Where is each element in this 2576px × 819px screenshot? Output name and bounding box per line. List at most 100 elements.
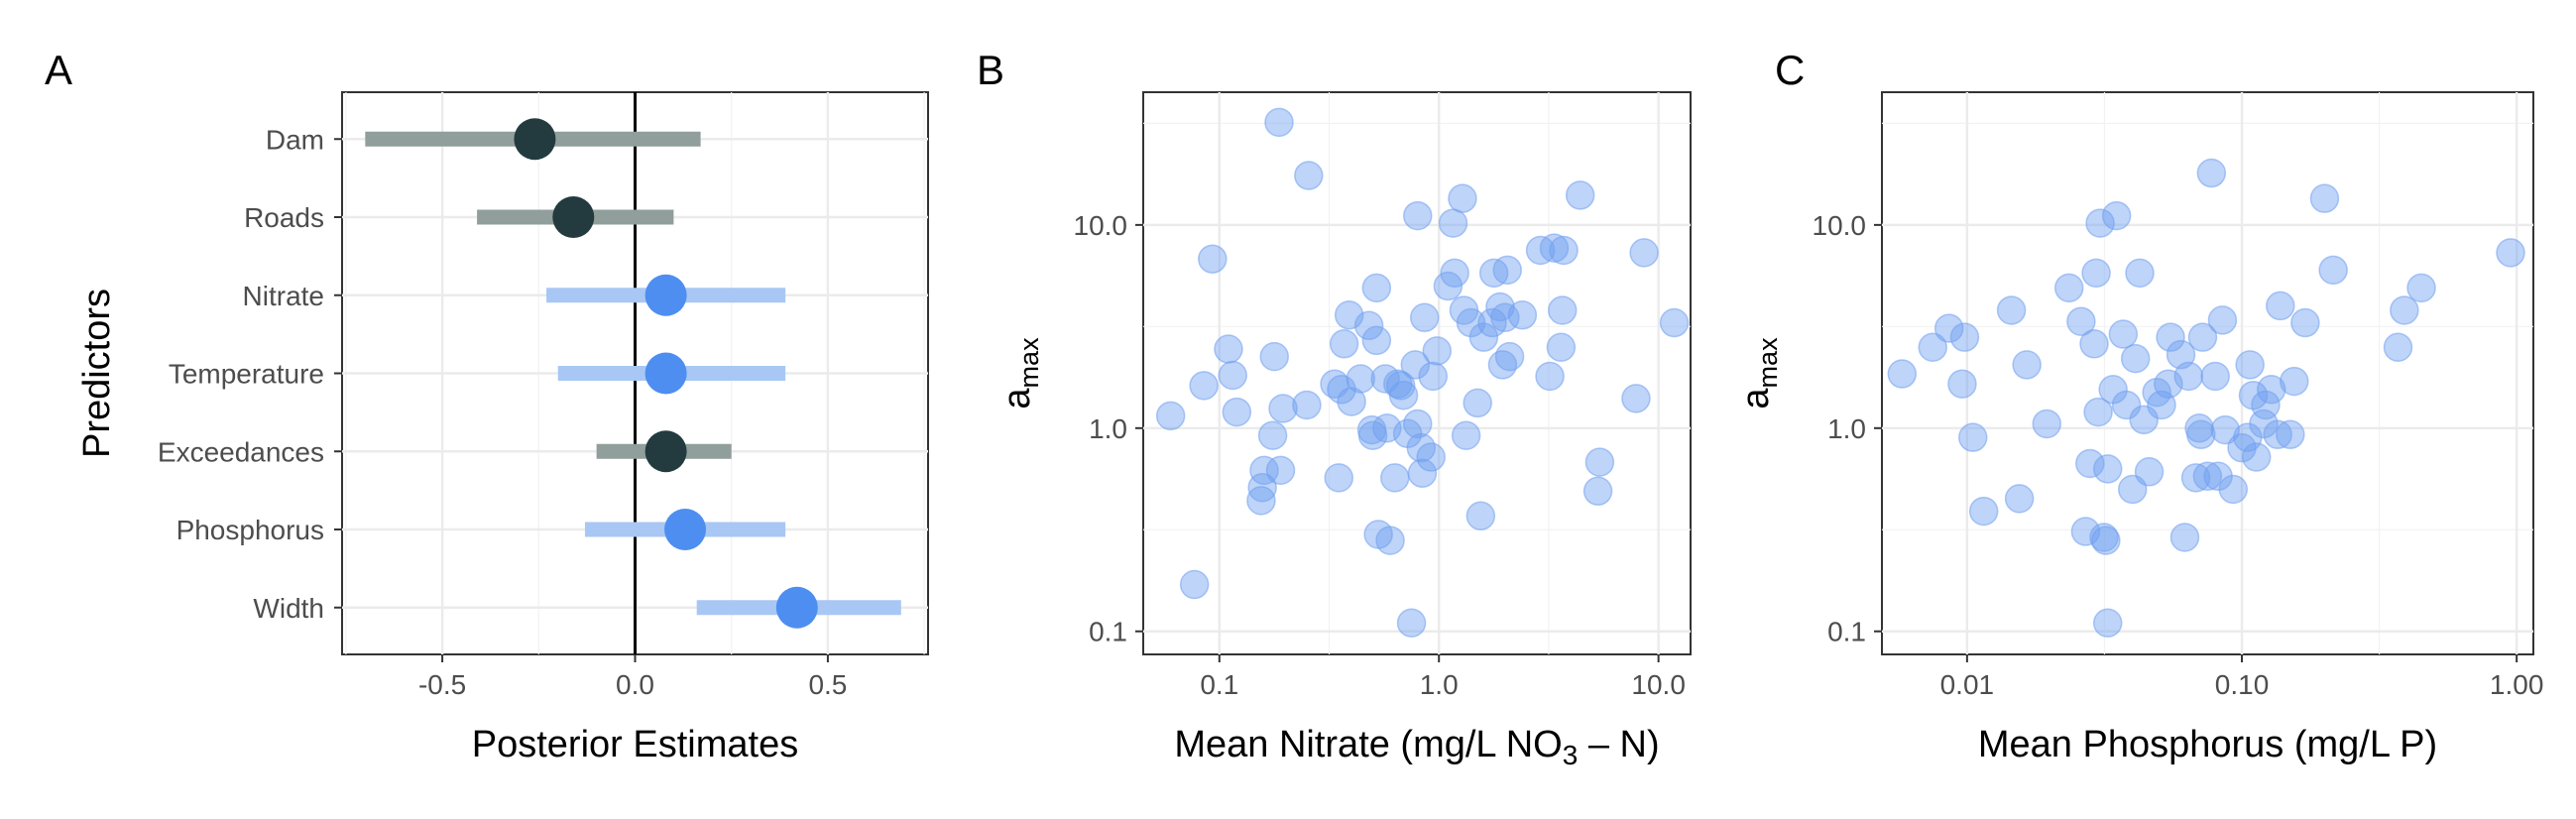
scatter-point [1465,501,1496,531]
scatter-point [1507,300,1538,330]
scatter-point [2092,454,2123,484]
scatter-point [1388,380,1419,410]
scatter-point [1189,371,1219,401]
scatter-point [2263,419,2292,450]
y-tick-label: Exceedances [158,436,324,467]
scatter-point [1222,397,1252,427]
scatter-point [2318,255,2348,286]
scatter-point [1257,420,1288,450]
panel-a-forest-plot: A Dam Roads Nitrate Temperature Exceedances Ph… [45,47,929,765]
scatter-point [1361,273,1392,303]
x-axis-title: Posterior Estimates [472,724,798,765]
scatter-point [2192,461,2223,492]
scatter-point [1887,359,1918,389]
scatter-point [2101,200,2132,231]
x-tick-label: 0.01 [1940,669,1995,700]
scatter-point [1214,334,1243,364]
scatter-point [2309,183,2340,213]
scatter-point [2496,238,2525,268]
posterior-estimate-point [644,274,687,316]
posterior-estimate-point [644,352,687,395]
x-tick-label: 0.0 [616,669,654,700]
x-tick-label: 1.00 [2490,669,2544,700]
scatter-point [2081,258,2111,289]
scatter-point [2091,526,2121,555]
scatter-point [1584,447,1615,477]
scatter-point [1155,401,1186,431]
scatter-point [2004,484,2035,514]
scatter-point [2256,375,2286,405]
y-tick-label: 1.0 [1827,413,1866,444]
y-axis-title: amax [996,337,1044,410]
scatter-point [1957,422,1988,452]
panel-c-phosphorus-scatter: C 0.01 0.10 1.00 0.1 1.0 10.0 Mean Phosphorus (… [1735,47,2543,765]
scatter-point [1416,442,1446,472]
panel-b-nitrate-scatter: B 0.1 1.0 10.0 0.1 1.0 10.0 Mean Nitrate (mg/L … [977,47,1692,770]
scatter-point [2280,366,2309,397]
x-tick-label: 0.1 [1200,669,1238,700]
y-axis-title: amax [1735,337,1783,410]
y-tick-label: 1.0 [1089,413,1127,444]
scatter-point [2173,361,2204,392]
scatter-point [1949,322,1980,352]
scatter-point [2092,608,2123,639]
posterior-estimate-point [514,118,556,161]
panel-letter-a: A [45,47,72,93]
y-tick-label: 0.1 [1089,617,1127,647]
scatter-point [2125,258,2155,289]
scatter-point [1565,180,1595,210]
scatter-point [1380,463,1410,493]
scatter-point [2166,339,2196,370]
scatter-point [2186,419,2216,450]
scatter-point [2290,307,2320,338]
scatter-point [1468,322,1499,352]
y-tick-label: Roads [244,202,324,233]
scatter-point [1375,526,1405,555]
scatter-point [2032,409,2061,439]
scatter-point [1246,486,1276,516]
x-tick-label: 0.10 [2215,669,2270,700]
y-tick-label: Width [253,593,324,624]
scatter-point [2156,322,2185,352]
scatter-point [1492,255,1522,286]
y-tick-label: Dam [266,124,324,155]
scatter-point [1448,183,1477,213]
scatter-point [1438,208,1468,238]
scatter-point [1403,409,1433,439]
scatter-point [2111,390,2142,420]
scatter-point [1385,371,1416,401]
scatter-point [2390,295,2419,325]
scatter-point [1396,608,1427,639]
x-tick-label: -0.5 [418,669,466,700]
scatter-point [2066,306,2096,336]
scatter-point [1337,387,1366,416]
scatter-point [2238,380,2269,410]
scatter-point [1324,463,1354,493]
scatter-point [2120,343,2151,374]
x-tick-label: 10.0 [1631,669,1686,700]
scatter-point [1549,235,1579,266]
scatter-point [1433,271,1464,301]
scatter-point [2053,273,2084,303]
scatter-point [1403,200,1433,231]
scatter-point [2180,463,2211,493]
scatter-point [2266,291,2295,321]
scatter-point [1947,369,1977,399]
scatter-point [2207,305,2238,335]
scatter-point [1268,394,1298,423]
scatter-point [1264,107,1294,138]
scatter-point [2075,448,2105,479]
scatter-point [1659,307,1690,338]
scatter-point [2196,158,2227,188]
scatter-point [1327,375,1356,405]
scatter-point [1400,350,1431,380]
scatter-point [1249,455,1279,486]
scatter-point [1422,336,1453,366]
x-axis-title: Mean Nitrate (mg/L NO3 – N) [1174,724,1659,770]
scatter-point [2383,332,2413,363]
scatter-point [1494,341,1525,372]
scatter-point [1440,258,1469,289]
scatter-point [1198,244,1228,274]
panel-letter-c: C [1775,47,1805,93]
